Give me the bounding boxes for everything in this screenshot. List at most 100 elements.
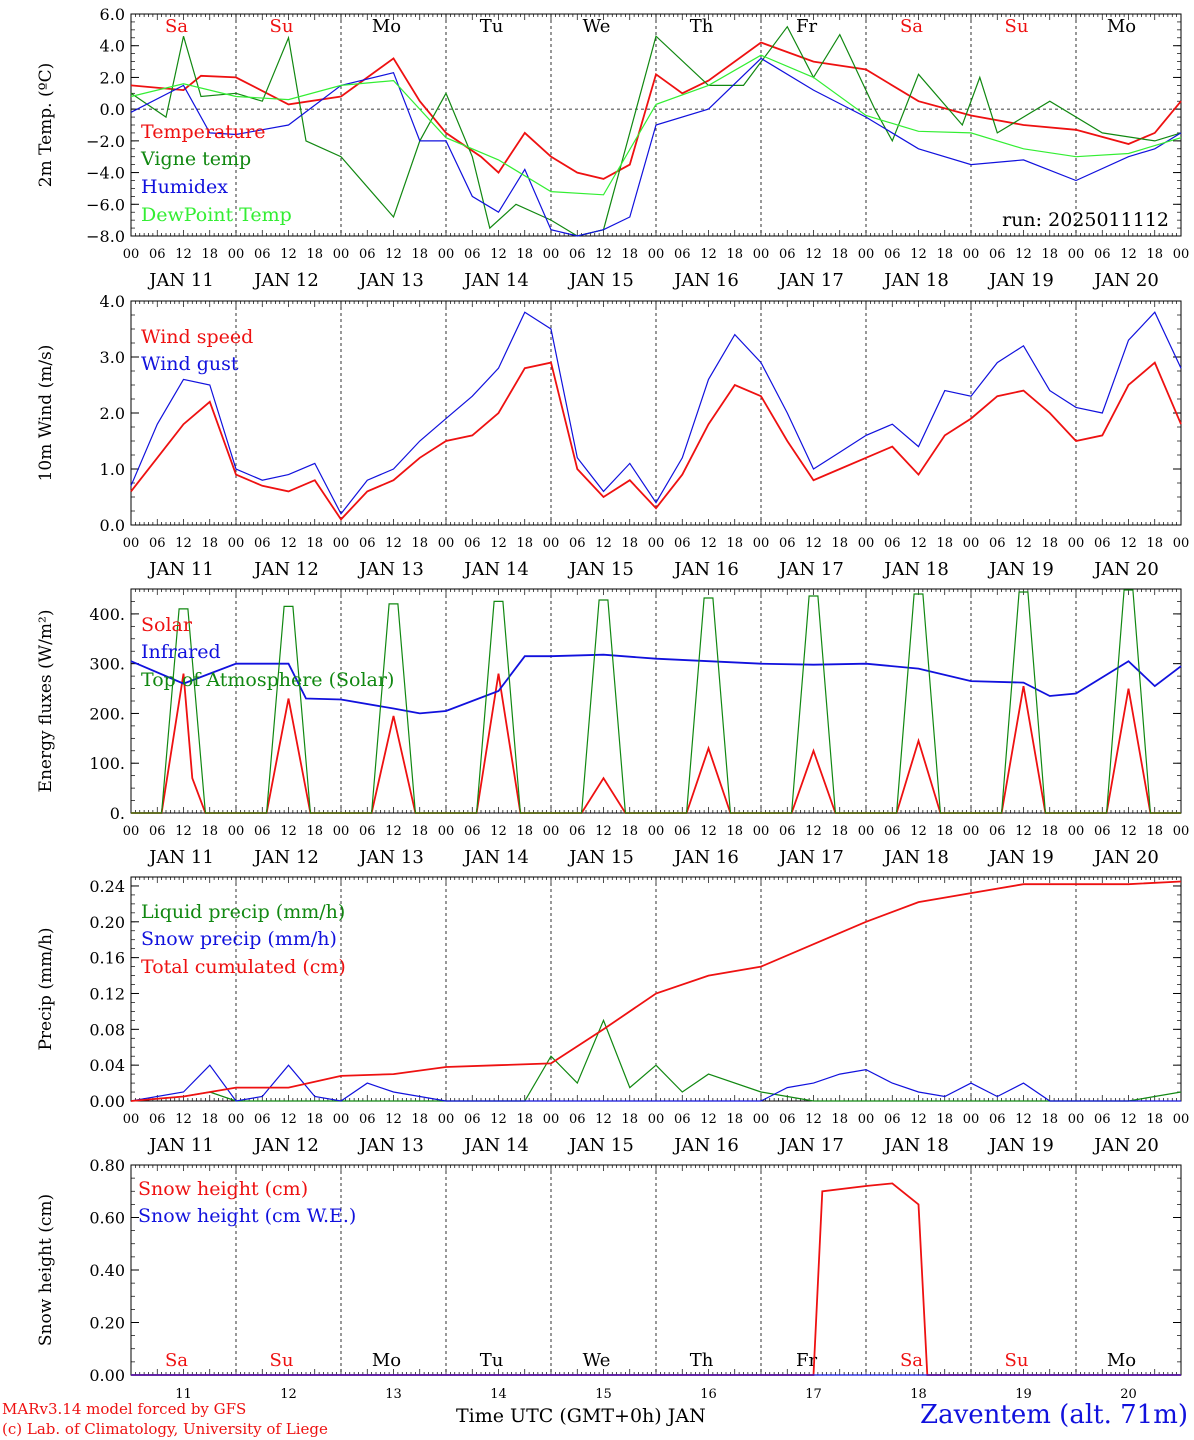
x-day-label: JAN 19 <box>987 1135 1054 1156</box>
x-hour-label: 06 <box>989 247 1006 262</box>
x-hour-label: 18 <box>201 247 218 262</box>
legend-entry: Temperature <box>141 121 265 143</box>
x-day-label: JAN 14 <box>462 1135 529 1156</box>
x-hour-label: 00 <box>228 536 245 551</box>
x-hour-label: 06 <box>569 536 586 551</box>
weekday-label: Mo <box>1107 16 1136 37</box>
weekday-label: Tu <box>480 16 504 37</box>
x-hour-label: 18 <box>831 1112 848 1127</box>
y-axis-label: 2m Temp. (ºC) <box>36 63 56 188</box>
panel-3: 400. 300. 200. 100. 0. Energy fluxes (W/m²) 00… <box>36 588 1189 868</box>
x-day-label: JAN 14 <box>462 270 529 291</box>
x-day-label: JAN 13 <box>357 559 424 580</box>
x-hour-label: 12 <box>1120 1112 1137 1127</box>
x-hour-label: 00 <box>333 247 350 262</box>
y-tick-label: 0.80 <box>89 1156 125 1175</box>
x-day-label: JAN 16 <box>672 559 739 580</box>
x-hour-label: 18 <box>411 536 428 551</box>
x-hour-label: 12 <box>490 1112 507 1127</box>
x-hour-label: 00 <box>753 247 770 262</box>
x-hour-label: 06 <box>149 247 166 262</box>
y-tick-label: −2.0 <box>86 132 125 151</box>
x-hour-label: 12 <box>280 247 297 262</box>
weekday-label: Sa <box>165 1350 188 1371</box>
x-hour-label: 00 <box>438 1112 455 1127</box>
x-day-label: JAN 17 <box>777 847 844 868</box>
x-hour-label: 18 <box>306 247 323 262</box>
x-hour-label: 12 <box>595 824 612 839</box>
legend-entry: Wind gust <box>141 353 239 375</box>
y-tick-label: 100. <box>89 754 125 773</box>
x-hour-label: 18 <box>831 247 848 262</box>
x-day-label: JAN 17 <box>777 559 844 580</box>
x-hour-label: 12 <box>910 536 927 551</box>
x-hour-label: 12 <box>595 1112 612 1127</box>
x-day-label: JAN 19 <box>987 270 1054 291</box>
x-hour-label: 00 <box>543 824 560 839</box>
x-hour-label: 00 <box>753 824 770 839</box>
y-tick-label: 200. <box>89 704 125 723</box>
x-hour-label: 12 <box>280 1112 297 1127</box>
x-hour-label: 18 <box>516 247 533 262</box>
x-hour-label: 18 <box>516 1112 533 1127</box>
x-hour-label: 18 <box>621 824 638 839</box>
x-hour-label: 06 <box>569 824 586 839</box>
x-hour-label: 00 <box>1068 536 1085 551</box>
x-hour-label: 00 <box>753 1112 770 1127</box>
x-day-number: 13 <box>385 1387 402 1402</box>
legend-entry: Humidex <box>141 176 228 198</box>
y-tick-label: 0.20 <box>89 913 125 932</box>
x-hour-label: 00 <box>228 1112 245 1127</box>
y-tick-label: 0.00 <box>89 1092 125 1111</box>
panel-5: 0.80 0.60 0.40 0.20 0.00 Snow height (cm) 11 12… <box>36 1156 1182 1402</box>
x-hour-label: 12 <box>595 247 612 262</box>
x-hour-label: 06 <box>884 536 901 551</box>
series-line-2-1 <box>130 361 1182 521</box>
series-line-4-3 <box>130 880 1182 1102</box>
x-hour-label: 00 <box>1173 536 1190 551</box>
series-line-3-1 <box>131 673 1181 814</box>
y-tick-label: 0.0 <box>100 100 125 119</box>
x-hour-label: 12 <box>175 247 192 262</box>
x-day-label: JAN 18 <box>882 559 949 580</box>
x-hour-label: 12 <box>805 247 822 262</box>
x-hour-label: 06 <box>884 824 901 839</box>
x-hour-label: 06 <box>254 536 271 551</box>
legend-entry: Liquid precip (mm/h) <box>141 901 345 923</box>
x-hour-label: 00 <box>648 247 665 262</box>
x-hour-label: 06 <box>1094 536 1111 551</box>
x-hour-label: 00 <box>1068 1112 1085 1127</box>
x-hour-label: 00 <box>228 824 245 839</box>
x-hour-label: 12 <box>805 824 822 839</box>
x-hour-label: 00 <box>543 1112 560 1127</box>
x-hour-label: 12 <box>175 536 192 551</box>
y-tick-label: 0.04 <box>89 1056 125 1075</box>
y-tick-label: 2.0 <box>100 404 125 423</box>
x-day-label: JAN 16 <box>672 847 739 868</box>
x-day-label: JAN 15 <box>567 270 634 291</box>
footer-model: MARv3.14 model forced by GFS <box>2 1400 247 1418</box>
x-day-label: JAN 11 <box>147 559 214 580</box>
panel-1: 6.0 4.0 2.0 0.0 −2.0 −4.0 −6.0 −8.0 2m Temp. (ºC… <box>36 5 1189 291</box>
weekday-label: Fr <box>796 16 817 37</box>
x-hour-label: 12 <box>1015 536 1032 551</box>
y-tick-label: −4.0 <box>86 164 125 183</box>
x-hour-label: 00 <box>123 536 140 551</box>
x-hour-label: 18 <box>936 1112 953 1127</box>
series-line-2-2 <box>130 311 1182 515</box>
y-axis-label: 10m Wind (m/s) <box>36 345 56 482</box>
x-hour-label: 00 <box>963 247 980 262</box>
y-tick-label: 400. <box>89 605 125 624</box>
x-day-label: JAN 18 <box>882 847 949 868</box>
x-hour-label: 06 <box>989 1112 1006 1127</box>
x-hour-label: 12 <box>595 536 612 551</box>
x-day-number: 18 <box>910 1387 927 1402</box>
x-day-label: JAN 16 <box>672 270 739 291</box>
y-tick-label: 4.0 <box>100 37 125 56</box>
y-axis-label: Energy fluxes (W/m²) <box>36 610 56 793</box>
x-day-label: JAN 11 <box>147 270 214 291</box>
x-hour-label: 12 <box>175 1112 192 1127</box>
x-hour-label: 06 <box>149 1112 166 1127</box>
x-hour-label: 12 <box>280 824 297 839</box>
x-hour-label: 00 <box>543 536 560 551</box>
